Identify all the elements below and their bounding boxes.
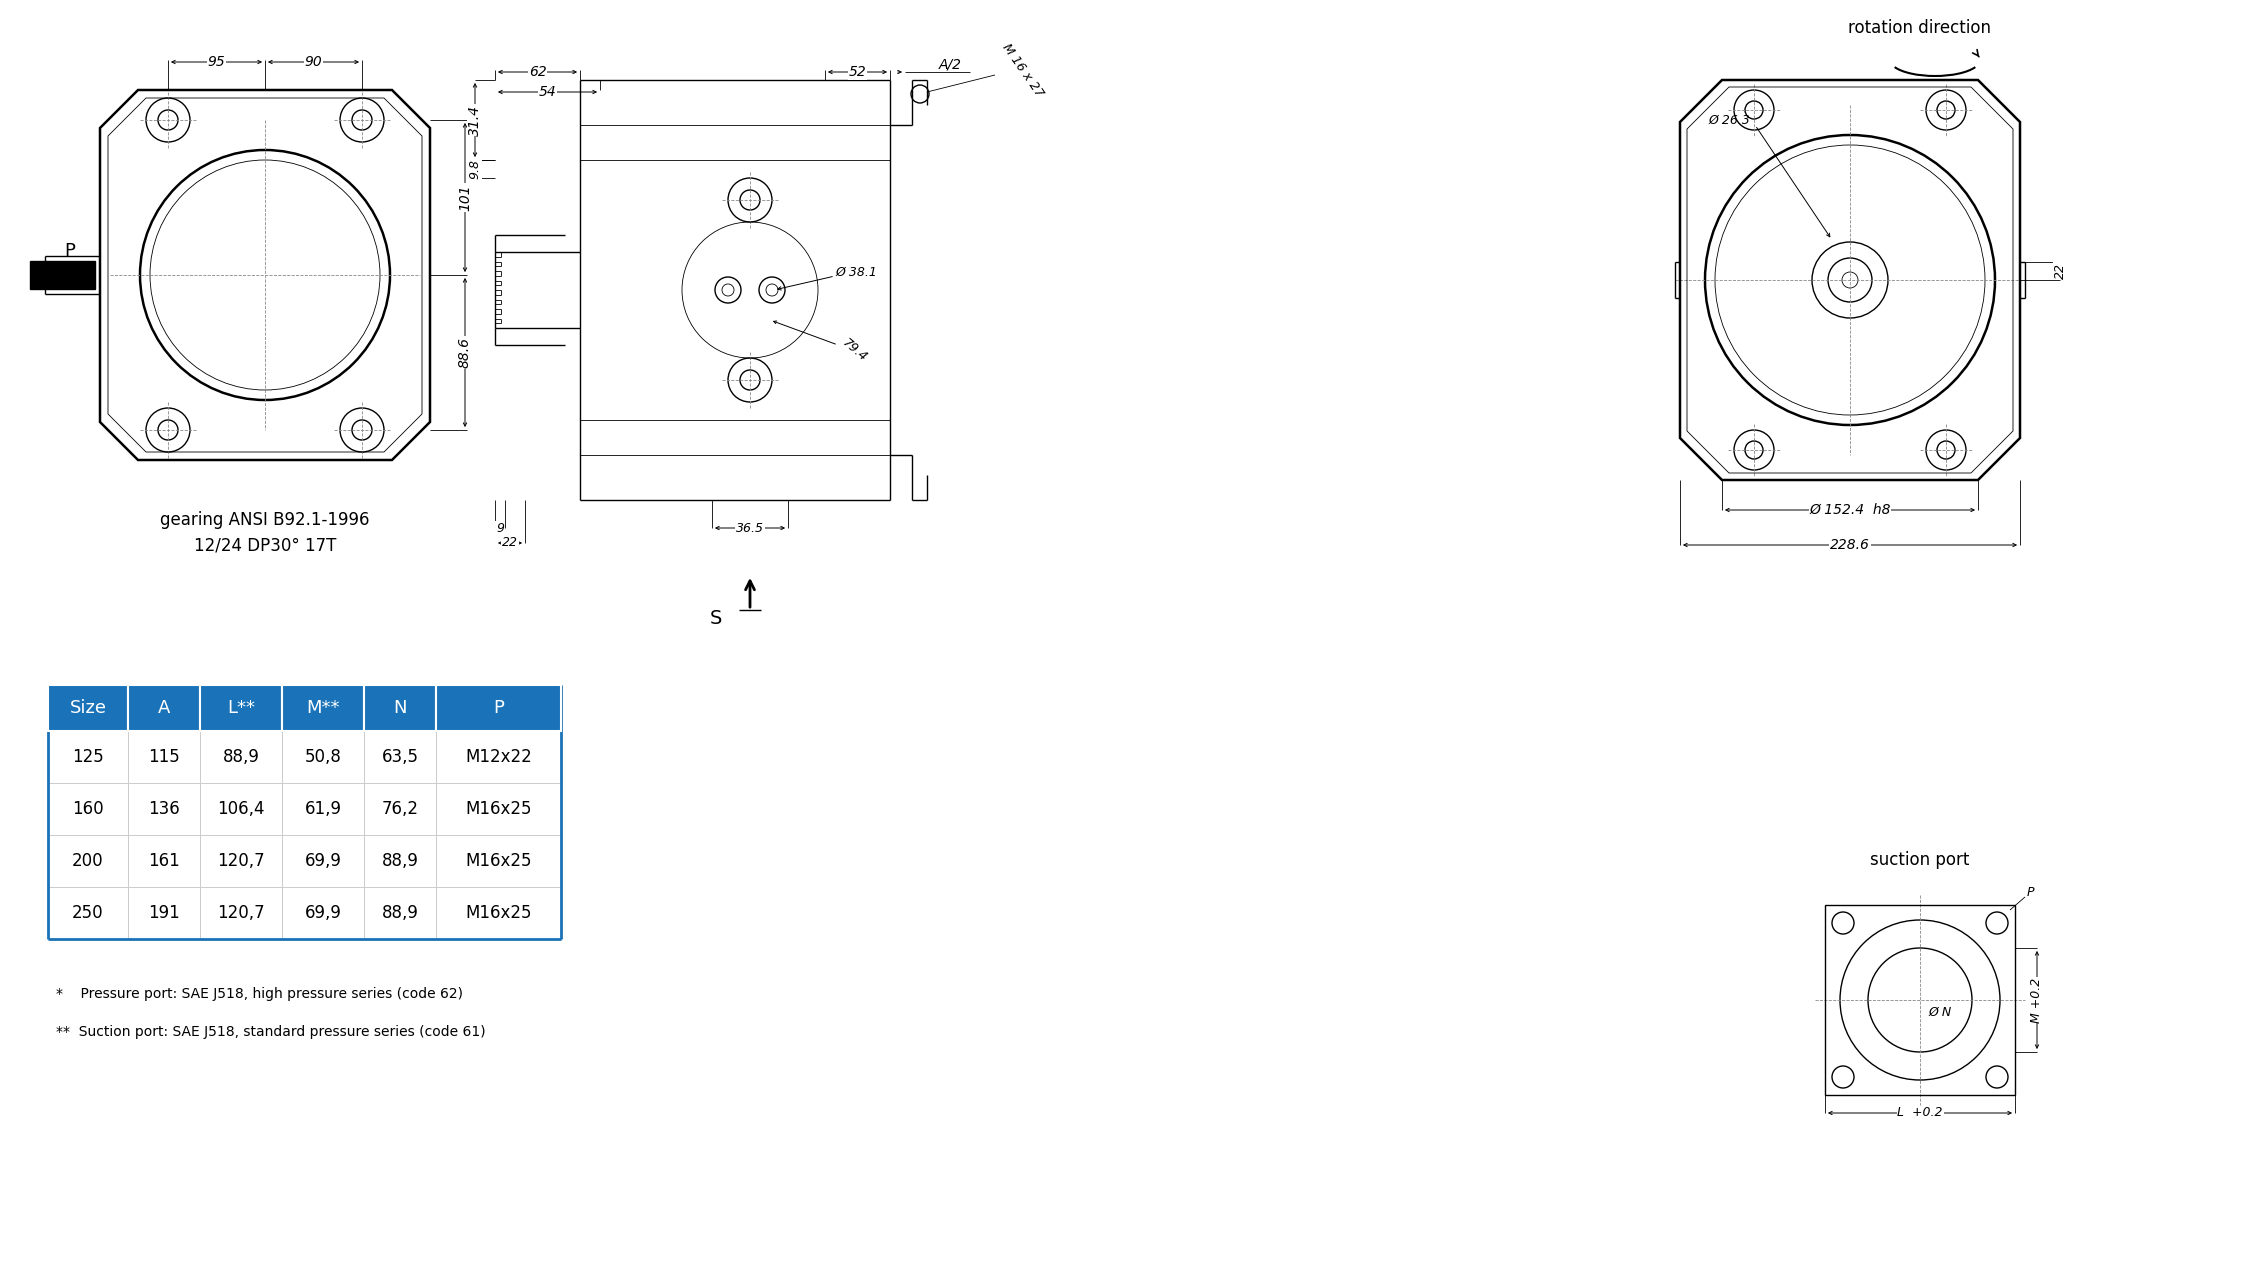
Text: L  +0.2: L +0.2 bbox=[1897, 1107, 1943, 1119]
Text: 106,4: 106,4 bbox=[217, 800, 265, 818]
Bar bbox=[283, 887, 365, 939]
Bar bbox=[283, 784, 365, 834]
Text: Size: Size bbox=[70, 700, 106, 717]
Text: M16x25: M16x25 bbox=[464, 852, 532, 870]
Text: Ø 152.4  h8: Ø 152.4 h8 bbox=[1809, 502, 1890, 516]
Text: Ø N: Ø N bbox=[1929, 1005, 1952, 1019]
Text: M**: M** bbox=[306, 700, 340, 717]
Text: 22: 22 bbox=[503, 537, 518, 550]
Text: M 16 x 27: M 16 x 27 bbox=[1001, 41, 1046, 99]
Text: 36.5: 36.5 bbox=[736, 522, 763, 534]
Text: Ø 38.1: Ø 38.1 bbox=[835, 266, 876, 279]
Text: 31.4: 31.4 bbox=[469, 104, 482, 136]
Bar bbox=[48, 834, 129, 887]
Text: N: N bbox=[394, 700, 408, 717]
Text: 54: 54 bbox=[539, 85, 557, 99]
Text: 250: 250 bbox=[72, 904, 104, 922]
Text: 120,7: 120,7 bbox=[217, 852, 265, 870]
Text: 79.4: 79.4 bbox=[840, 336, 869, 364]
Bar bbox=[437, 784, 561, 834]
Text: 62: 62 bbox=[528, 65, 546, 79]
Text: 76,2: 76,2 bbox=[383, 800, 419, 818]
Bar bbox=[48, 686, 129, 731]
Bar bbox=[283, 686, 365, 731]
Bar bbox=[437, 731, 561, 784]
Text: 88,9: 88,9 bbox=[222, 748, 260, 766]
Text: 50,8: 50,8 bbox=[306, 748, 342, 766]
Bar bbox=[29, 261, 95, 289]
Text: 125: 125 bbox=[72, 748, 104, 766]
Text: M12x22: M12x22 bbox=[464, 748, 532, 766]
Bar bbox=[283, 834, 365, 887]
Text: S: S bbox=[709, 608, 722, 627]
Text: A: A bbox=[158, 700, 170, 717]
Text: suction port: suction port bbox=[1870, 851, 1970, 869]
Bar bbox=[129, 686, 199, 731]
Text: 115: 115 bbox=[147, 748, 179, 766]
Text: M +0.2: M +0.2 bbox=[2031, 977, 2044, 1023]
Text: 160: 160 bbox=[72, 800, 104, 818]
Bar bbox=[199, 834, 283, 887]
Text: rotation direction: rotation direction bbox=[1847, 19, 1992, 37]
Bar bbox=[129, 834, 199, 887]
Text: 120,7: 120,7 bbox=[217, 904, 265, 922]
Text: 63,5: 63,5 bbox=[383, 748, 419, 766]
Bar bbox=[365, 784, 437, 834]
Text: 61,9: 61,9 bbox=[303, 800, 342, 818]
Text: 69,9: 69,9 bbox=[306, 852, 342, 870]
Text: 9.8: 9.8 bbox=[469, 159, 482, 179]
Text: 12/24 DP30° 17T: 12/24 DP30° 17T bbox=[195, 536, 335, 555]
Text: P: P bbox=[494, 700, 505, 717]
Text: 88,9: 88,9 bbox=[383, 904, 419, 922]
Bar bbox=[437, 834, 561, 887]
Bar bbox=[365, 834, 437, 887]
Text: 69,9: 69,9 bbox=[306, 904, 342, 922]
Text: M16x25: M16x25 bbox=[464, 904, 532, 922]
Bar bbox=[48, 887, 129, 939]
Text: 22: 22 bbox=[2053, 263, 2067, 279]
Bar bbox=[129, 887, 199, 939]
Bar bbox=[199, 887, 283, 939]
Bar bbox=[199, 686, 283, 731]
Bar bbox=[365, 887, 437, 939]
Text: 90: 90 bbox=[306, 55, 321, 69]
Bar bbox=[1825, 904, 2015, 1095]
Text: 191: 191 bbox=[147, 904, 179, 922]
Text: **  Suction port: SAE J518, standard pressure series (code 61): ** Suction port: SAE J518, standard pres… bbox=[57, 1025, 484, 1039]
Text: 95: 95 bbox=[208, 55, 226, 69]
Bar bbox=[437, 887, 561, 939]
Bar bbox=[129, 731, 199, 784]
Text: L**: L** bbox=[226, 700, 256, 717]
Bar bbox=[199, 731, 283, 784]
Text: A/2: A/2 bbox=[940, 57, 962, 71]
Text: 101: 101 bbox=[457, 184, 471, 211]
Text: 161: 161 bbox=[147, 852, 179, 870]
Text: P: P bbox=[2026, 887, 2033, 899]
Text: Ø 26.3: Ø 26.3 bbox=[1707, 113, 1750, 126]
Bar bbox=[365, 731, 437, 784]
Text: P: P bbox=[66, 242, 75, 259]
Text: *    Pressure port: SAE J518, high pressure series (code 62): * Pressure port: SAE J518, high pressure… bbox=[57, 987, 464, 1001]
Text: gearing ANSI B92.1-1996: gearing ANSI B92.1-1996 bbox=[161, 511, 369, 529]
Bar bbox=[283, 731, 365, 784]
Bar bbox=[199, 784, 283, 834]
Text: 9: 9 bbox=[496, 522, 505, 534]
Text: 136: 136 bbox=[147, 800, 179, 818]
Bar bbox=[48, 731, 129, 784]
Bar bbox=[365, 686, 437, 731]
Bar bbox=[437, 686, 561, 731]
Text: M16x25: M16x25 bbox=[464, 800, 532, 818]
Text: 228.6: 228.6 bbox=[1829, 538, 1870, 552]
Text: 88,9: 88,9 bbox=[383, 852, 419, 870]
Text: 200: 200 bbox=[72, 852, 104, 870]
Text: 52: 52 bbox=[849, 65, 867, 79]
Text: 88.6: 88.6 bbox=[457, 337, 471, 368]
Bar bbox=[48, 784, 129, 834]
Bar bbox=[129, 784, 199, 834]
